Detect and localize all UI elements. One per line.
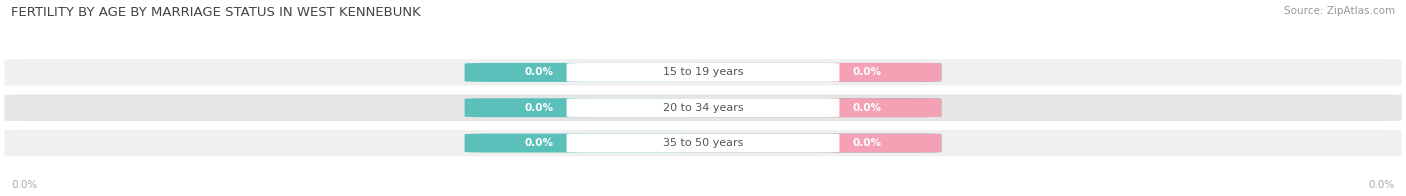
Text: 20 to 34 years: 20 to 34 years — [662, 103, 744, 113]
Text: 0.0%: 0.0% — [524, 138, 554, 148]
FancyBboxPatch shape — [567, 98, 839, 117]
Text: 0.0%: 0.0% — [524, 103, 554, 113]
FancyBboxPatch shape — [678, 134, 942, 152]
Text: 35 to 50 years: 35 to 50 years — [662, 138, 744, 148]
FancyBboxPatch shape — [464, 134, 942, 152]
FancyBboxPatch shape — [464, 98, 942, 117]
Text: FERTILITY BY AGE BY MARRIAGE STATUS IN WEST KENNEBUNK: FERTILITY BY AGE BY MARRIAGE STATUS IN W… — [11, 6, 420, 19]
FancyBboxPatch shape — [567, 134, 839, 152]
FancyBboxPatch shape — [567, 63, 839, 82]
FancyBboxPatch shape — [4, 130, 1402, 156]
Text: 15 to 19 years: 15 to 19 years — [662, 67, 744, 77]
Text: 0.0%: 0.0% — [524, 67, 554, 77]
Text: 0.0%: 0.0% — [852, 67, 882, 77]
FancyBboxPatch shape — [4, 59, 1402, 86]
Text: Source: ZipAtlas.com: Source: ZipAtlas.com — [1284, 6, 1395, 16]
FancyBboxPatch shape — [4, 94, 1402, 121]
Text: 0.0%: 0.0% — [852, 138, 882, 148]
Text: 0.0%: 0.0% — [852, 103, 882, 113]
FancyBboxPatch shape — [678, 98, 942, 117]
FancyBboxPatch shape — [464, 63, 942, 82]
FancyBboxPatch shape — [678, 63, 942, 82]
Text: 0.0%: 0.0% — [1368, 180, 1395, 190]
Text: 0.0%: 0.0% — [11, 180, 38, 190]
